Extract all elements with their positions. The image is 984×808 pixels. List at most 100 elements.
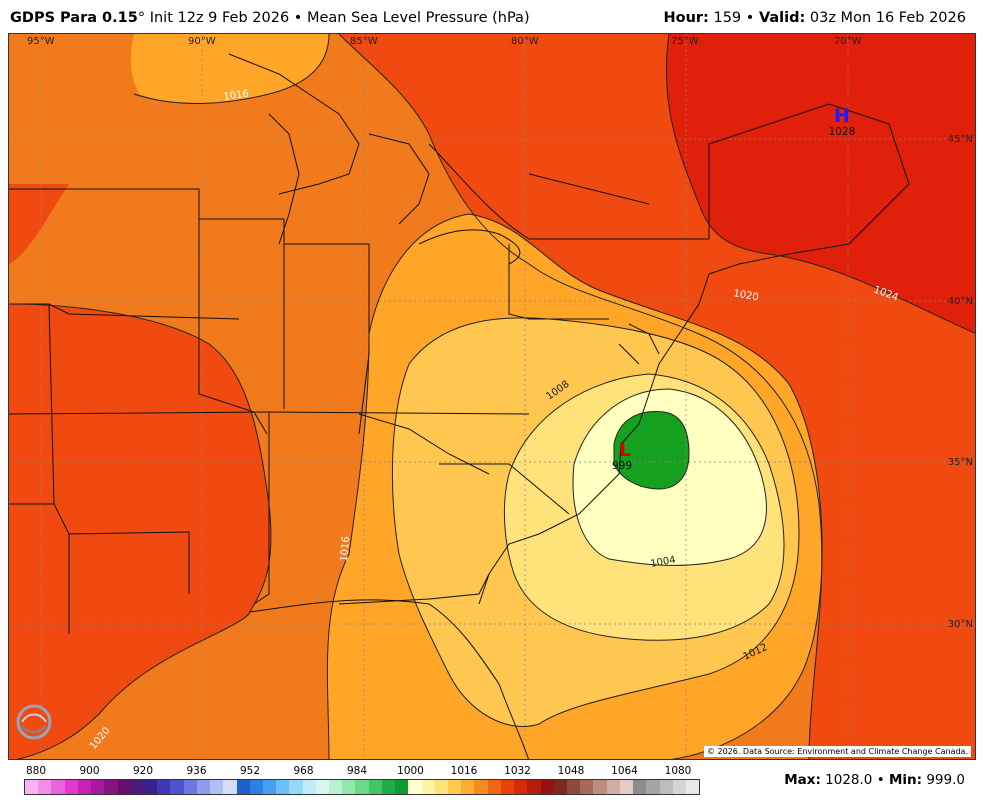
map-title: GDPS Para 0.15° Init 12z 9 Feb 2026 • Me… — [10, 10, 530, 26]
scale-label: 900 — [79, 765, 100, 777]
title-bullet: • — [293, 10, 303, 26]
scale-label: 936 — [186, 765, 207, 777]
scale-label: 1000 — [397, 765, 424, 777]
min-value: 999.0 — [926, 772, 965, 788]
scale-label: 952 — [239, 765, 261, 777]
lat-label-40n: 40°N — [948, 296, 973, 307]
lon-label-85w: 85°W — [350, 36, 378, 47]
scale-label: 1048 — [557, 765, 585, 777]
scale-swatch — [527, 780, 541, 794]
lon-label-80w: 80°W — [511, 36, 539, 47]
scale-swatch — [434, 780, 448, 794]
hour-value: 159 — [713, 10, 742, 26]
scale-swatch — [514, 780, 528, 794]
max-min-stats: Max: 1028.0 • Min: 999.0 — [784, 772, 965, 788]
high-value: 1028 — [829, 126, 856, 138]
scale-swatch — [157, 780, 171, 794]
scale-swatch — [355, 780, 369, 794]
weatherbell-logo — [16, 704, 52, 740]
pressure-map[interactable]: 95°W 90°W 85°W 80°W 75°W 70°W 45°N 40°N … — [8, 33, 976, 760]
scale-label: 920 — [132, 765, 154, 777]
scale-label: 1016 — [450, 765, 478, 777]
lat-label-35n: 35°N — [948, 457, 973, 468]
scale-bar — [24, 779, 700, 795]
model-name: GDPS Para 0.15 — [10, 10, 138, 26]
scale-swatch — [276, 780, 290, 794]
lat-label-45n: 45°N — [948, 134, 973, 145]
scale-label: 880 — [25, 765, 47, 777]
scale-swatch — [448, 780, 462, 794]
scale-swatch — [117, 780, 131, 794]
lon-label-90w: 90°W — [188, 36, 216, 47]
scale-swatch — [461, 780, 475, 794]
scale-swatch — [342, 780, 356, 794]
scale-labels: 880 900 920 936 952 968 984 1000 1016 1032 1048 106… — [24, 765, 700, 778]
scale-swatch — [553, 780, 567, 794]
band-1016-north — [130, 34, 329, 104]
scale-swatch — [104, 780, 118, 794]
scale-swatch — [236, 780, 250, 794]
stats-bullet: • — [876, 772, 885, 788]
scale-swatch — [633, 780, 647, 794]
scale-label: 968 — [293, 765, 314, 777]
scale-swatch — [25, 780, 39, 794]
init-time: Init 12z 9 Feb 2026 — [149, 10, 290, 26]
contour-label-1004: 1004 — [650, 555, 677, 570]
scale-swatch — [474, 780, 488, 794]
hour-label: Hour: — [663, 10, 709, 26]
product-name: Mean Sea Level Pressure (hPa) — [306, 10, 530, 26]
max-label: Max: — [784, 772, 821, 788]
contour-label-1016-west: 1016 — [339, 536, 352, 562]
scale-swatch — [130, 780, 144, 794]
band-1020-west — [9, 304, 271, 759]
scale-swatch — [593, 780, 607, 794]
lon-label-75w: 75°W — [671, 36, 699, 47]
scale-swatch — [540, 780, 554, 794]
high-symbol: H — [834, 105, 850, 127]
scale-swatch — [381, 780, 396, 794]
valid-label: Valid: — [758, 10, 806, 26]
scale-swatch — [329, 780, 343, 794]
lon-label-95w: 95°W — [27, 36, 55, 47]
scale-swatch — [51, 780, 65, 794]
degree-symbol: ° — [137, 10, 146, 26]
low-value: 999 — [612, 460, 632, 472]
valid-value: 03z Mon 16 Feb 2026 — [809, 10, 966, 26]
scale-swatch — [262, 780, 277, 794]
lat-label-30n: 30°N — [948, 619, 973, 630]
max-value: 1028.0 — [825, 772, 873, 788]
scale-swatch — [580, 780, 594, 794]
scale-label: 1064 — [611, 765, 638, 777]
scale-swatch — [77, 780, 92, 794]
scale-swatch — [408, 780, 422, 794]
low-symbol: L — [619, 439, 631, 461]
scale-swatch — [196, 780, 211, 794]
copyright-notice: © 2026. Data Source: Environment and Cli… — [703, 746, 971, 757]
scale-swatch — [659, 780, 673, 794]
scale-swatch — [685, 780, 700, 794]
map-canvas: 95°W 90°W 85°W 80°W 75°W 70°W 45°N 40°N … — [9, 34, 975, 759]
latitude-labels: 45°N 40°N 35°N 30°N — [948, 134, 973, 630]
scale-swatch — [606, 780, 620, 794]
graticule — [9, 34, 975, 759]
contour-label-1020-east: 1020 — [732, 288, 759, 303]
pressure-centers: H 1028 L 999 — [612, 105, 855, 472]
scale-swatch — [64, 780, 78, 794]
header-bullet: • — [745, 10, 755, 26]
color-scale: 880 900 920 936 952 968 984 1000 1016 1032 1048 106… — [24, 765, 700, 795]
scale-swatch — [210, 780, 224, 794]
scale-swatch — [487, 780, 501, 794]
min-label: Min: — [888, 772, 923, 788]
longitude-labels: 95°W 90°W 85°W 80°W 75°W 70°W — [27, 36, 862, 47]
scale-label: 1080 — [664, 765, 692, 777]
valid-time-info: Hour: 159 • Valid: 03z Mon 16 Feb 2026 — [663, 10, 966, 26]
scale-swatch — [646, 780, 660, 794]
scale-swatch — [395, 780, 409, 794]
scale-label: 1032 — [504, 765, 531, 777]
scale-swatch — [368, 780, 382, 794]
scale-swatch — [91, 780, 105, 794]
band-1024 — [666, 34, 975, 334]
scale-swatch — [38, 780, 52, 794]
scale-swatch — [143, 780, 158, 794]
scale-swatch — [183, 780, 197, 794]
